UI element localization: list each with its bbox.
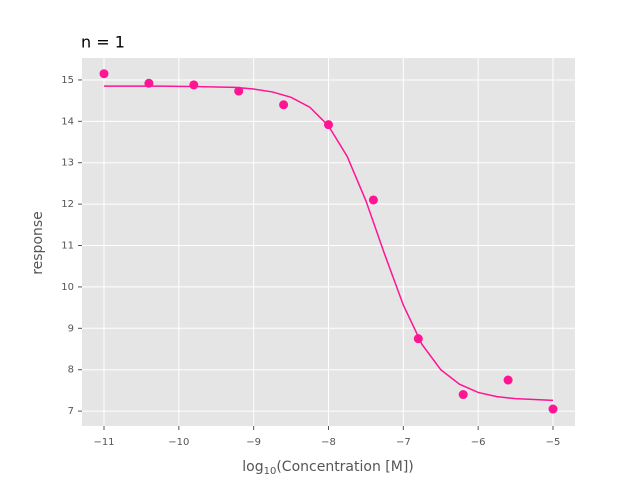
x-tick-label: −10	[168, 437, 189, 448]
data-point	[234, 86, 244, 96]
y-tick-label: 9	[68, 323, 74, 334]
data-point	[503, 375, 513, 385]
data-point	[368, 195, 378, 205]
data-point	[458, 390, 468, 400]
data-point	[279, 100, 289, 110]
y-tick-label: 10	[61, 282, 74, 293]
y-axis-label: response	[30, 211, 46, 275]
x-tick-label: −8	[321, 437, 336, 448]
x-tick-label: −5	[546, 437, 561, 448]
data-point	[189, 80, 199, 90]
y-tick-label: 15	[61, 75, 74, 86]
data-point	[413, 334, 423, 344]
x-tick-label: −6	[471, 437, 486, 448]
data-point	[324, 120, 333, 130]
y-tick-label: 8	[68, 365, 74, 376]
x-label-text: log	[242, 459, 263, 475]
data-point	[548, 404, 558, 414]
x-tick-label: −7	[396, 437, 411, 448]
data-point	[99, 69, 109, 79]
y-tick-label: 12	[61, 199, 74, 210]
chart-title: n = 1	[81, 33, 125, 52]
x-label-rest: (Concentration [M])	[276, 459, 413, 475]
y-tick-label: 7	[68, 406, 74, 417]
x-tick-label: −11	[93, 437, 114, 448]
x-axis-label: log10(Concentration [M])	[242, 459, 414, 477]
y-tick-label: 14	[61, 116, 74, 127]
x-label-sub: 10	[264, 466, 277, 477]
data-point	[144, 78, 154, 88]
x-tick-label: −9	[246, 437, 261, 448]
y-tick-label: 13	[61, 158, 74, 169]
y-tick-label: 11	[61, 241, 74, 252]
